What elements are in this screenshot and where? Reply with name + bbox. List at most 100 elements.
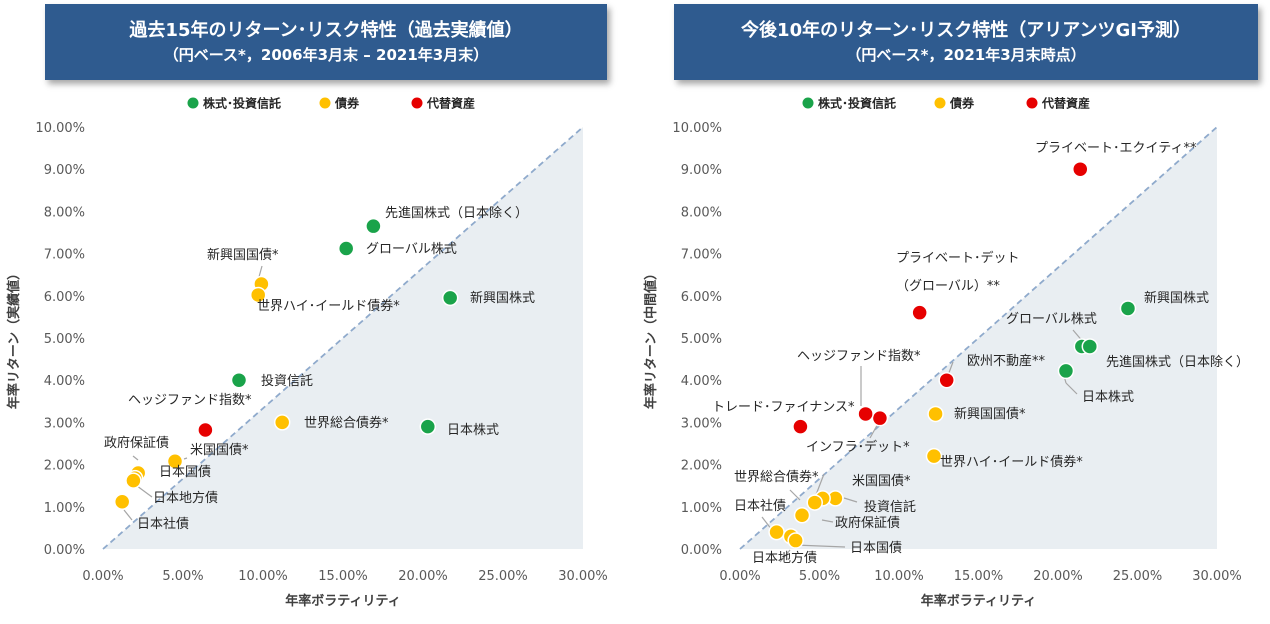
right-chart-title: 今後10年のリターン･リスク特性（アリアンツGI予測） — [741, 20, 1191, 41]
right-point-label: 日本社債 — [734, 498, 786, 514]
left-point — [230, 371, 248, 389]
left-leader-line — [258, 265, 263, 278]
left-leader-line — [123, 509, 133, 521]
right-point — [911, 304, 928, 321]
right-y-tick-label: 6.00% — [681, 290, 722, 305]
left-legend-marker — [319, 97, 331, 109]
right-y-tick-label: 5.00% — [681, 332, 722, 347]
left-point-label: 政府保証債 — [104, 436, 169, 451]
right-leader-line — [794, 544, 846, 548]
right-leader-line — [1065, 382, 1078, 395]
right-y-axis-label: 年率リターン（中間値） — [643, 267, 659, 409]
right-point — [871, 409, 889, 427]
right-x-tick-label: 15.00% — [954, 569, 1004, 584]
left-point-label: 米国国債* — [190, 443, 249, 458]
right-y-tick-label: 8.00% — [681, 205, 722, 220]
right-x-tick-label: 30.00% — [1192, 569, 1242, 584]
right-point — [938, 371, 955, 389]
left-point-label: 新興国国債* — [207, 247, 279, 263]
right-point-label: インフラ･デット* — [806, 439, 910, 455]
left-shaded-region — [103, 127, 583, 549]
right-legend-marker — [802, 97, 814, 109]
left-y-tick-label: 3.00% — [44, 416, 85, 431]
left-chart: 0.00% 1.00% 2.00% 3.00% 4.00% 5.00% 6.00% 7.00%… — [6, 96, 608, 610]
right-y-tick-label: 0.00% — [681, 543, 722, 558]
left-leader-line — [132, 455, 139, 461]
right-legend-marker — [1026, 97, 1038, 109]
right-point — [1072, 160, 1089, 178]
right-point — [793, 506, 811, 524]
left-x-axis-label: 年率ボラティリティ — [285, 593, 400, 609]
left-point-label: 世界ハイ･イールド債券* — [257, 298, 400, 314]
left-point — [365, 217, 382, 235]
right-legend-label: 株式･投資信託 — [818, 96, 896, 111]
right-point-label: 世界総合債券* — [734, 469, 819, 485]
left-legend-label: 代替資産 — [426, 96, 475, 111]
left-y-tick-label: 2.00% — [44, 459, 85, 474]
right-x-tick-label: 25.00% — [1113, 569, 1163, 584]
left-leader-line — [183, 457, 188, 460]
right-point — [806, 494, 823, 511]
left-point — [441, 289, 459, 307]
right-point — [787, 532, 804, 549]
right-point — [927, 405, 944, 423]
right-legend-label: 債券 — [949, 96, 975, 111]
right-point-label: トレード･ファイナンス* — [712, 400, 855, 415]
right-point-label: 先進国株式（日本除く） — [1106, 355, 1249, 370]
right-x-tick-label: 0.00% — [719, 569, 760, 584]
left-point-label: 日本地方債 — [153, 490, 218, 506]
right-point-label: （グローバル）** — [896, 279, 1000, 294]
right-x-axis-label: 年率ボラティリティ — [921, 593, 1036, 609]
right-y-tick-label: 9.00% — [681, 163, 722, 178]
right-point-label: 日本株式 — [1082, 390, 1134, 405]
right-point-label: 世界ハイ･イールド債券* — [940, 454, 1083, 470]
right-point-label: プライベート･エクイティ** — [1035, 141, 1197, 156]
right-point-label: 投資信託 — [864, 499, 916, 515]
right-y-tick-label: 7.00% — [681, 248, 722, 263]
right-leader-line — [843, 497, 858, 503]
right-point-label: 日本地方債 — [752, 550, 817, 566]
right-point — [792, 418, 809, 435]
right-y-tick-label: 10.00% — [672, 121, 722, 136]
left-y-tick-label: 8.00% — [44, 205, 85, 220]
left-x-tick-label: 15.00% — [318, 569, 368, 584]
left-x-tick-label: 20.00% — [398, 569, 448, 584]
right-point — [1081, 338, 1099, 355]
right-y-tick-label: 2.00% — [681, 459, 722, 474]
left-x-tick-label: 30.00% — [558, 569, 608, 584]
left-point-label: 日本社債 — [137, 516, 189, 532]
right-leader-line — [789, 489, 801, 501]
left-chart-subtitle: （円ベース*，2006年3月末 – 2021年3月末） — [163, 46, 489, 64]
left-legend-label: 債券 — [334, 96, 360, 111]
right-x-tick-label: 5.00% — [799, 569, 840, 584]
right-point-label: グローバル株式 — [1006, 312, 1097, 327]
right-point-label: ヘッジファンド指数* — [797, 349, 921, 364]
left-legend-label: 株式･投資信託 — [203, 96, 281, 111]
right-leader-line — [779, 549, 791, 563]
right-point — [1057, 362, 1075, 380]
right-point-label: 米国国債* — [852, 474, 911, 489]
right-legend-marker — [934, 97, 946, 109]
left-y-tick-label: 5.00% — [44, 332, 85, 347]
left-legend-marker — [411, 97, 423, 109]
right-y-tick-label: 3.00% — [681, 416, 722, 431]
left-y-tick-label: 1.00% — [44, 501, 85, 516]
right-shaded-region — [740, 127, 1217, 549]
left-x-tick-label: 0.00% — [82, 569, 123, 584]
left-y-tick-label: 0.00% — [44, 543, 85, 558]
right-point-label: 日本国債 — [850, 541, 902, 556]
right-point-label: 政府保証債 — [835, 516, 900, 531]
right-point — [925, 447, 943, 465]
left-point-label: 先進国株式（日本除く） — [385, 206, 528, 221]
right-legend-label: 代替資産 — [1041, 96, 1090, 111]
right-point-label: 欧州不動産** — [967, 353, 1046, 369]
right-x-tick-label: 10.00% — [874, 569, 924, 584]
left-point — [337, 240, 355, 257]
left-diagonal-line — [102, 126, 584, 550]
left-x-tick-label: 10.00% — [238, 569, 288, 584]
left-point — [113, 493, 131, 510]
left-point — [419, 418, 437, 435]
right-y-tick-label: 1.00% — [681, 501, 722, 516]
right-point — [857, 405, 874, 423]
right-x-tick-label: 20.00% — [1033, 569, 1083, 584]
